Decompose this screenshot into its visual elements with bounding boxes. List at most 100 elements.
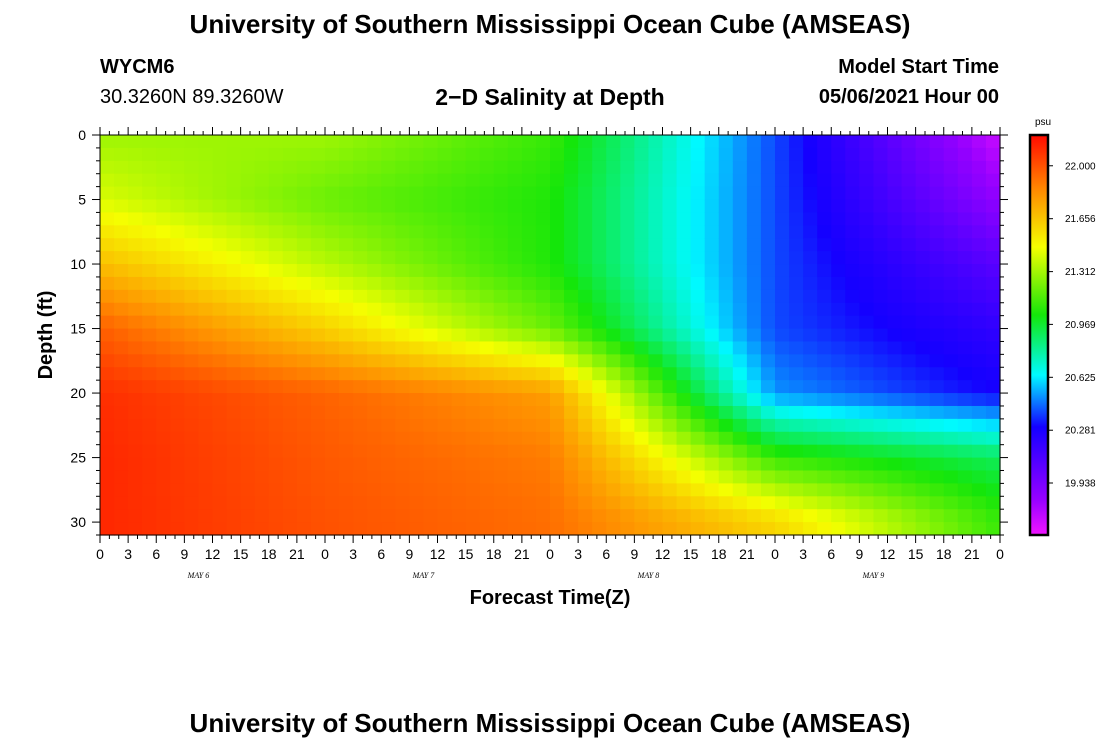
x-tick-label: 15 xyxy=(458,546,474,562)
heatmap-cell xyxy=(634,328,650,343)
heatmap-cell xyxy=(423,341,439,355)
heatmap-cell xyxy=(704,483,720,497)
heatmap-cell xyxy=(985,341,1001,355)
heatmap-cell xyxy=(198,212,214,226)
heatmap-cell xyxy=(325,470,340,484)
heatmap-cell xyxy=(521,444,537,459)
heatmap-cell xyxy=(648,264,664,278)
heatmap-cell xyxy=(296,328,312,343)
heatmap-cell xyxy=(395,186,410,201)
heatmap-cell xyxy=(662,135,678,149)
heatmap-cell xyxy=(535,186,551,201)
heatmap-cell xyxy=(296,199,312,214)
heatmap-cell xyxy=(746,160,762,175)
heatmap-cell xyxy=(704,147,720,162)
heatmap-cell xyxy=(578,276,593,291)
heatmap-cell xyxy=(606,160,621,175)
heatmap-cell xyxy=(198,147,214,162)
heatmap-cell xyxy=(859,251,875,265)
heatmap-cell xyxy=(957,328,973,343)
heatmap-cell xyxy=(690,289,706,304)
heatmap-cell xyxy=(550,199,565,214)
heatmap-cell xyxy=(170,470,185,484)
heatmap-cell xyxy=(718,238,734,252)
heatmap-cell xyxy=(550,276,565,291)
heatmap-cell xyxy=(789,367,804,381)
heatmap-cell xyxy=(521,470,537,484)
heatmap-cell xyxy=(451,264,467,278)
heatmap-cell xyxy=(521,418,537,433)
heatmap-cell xyxy=(339,186,354,201)
heatmap-cell xyxy=(718,483,734,497)
heatmap-cell xyxy=(198,470,214,484)
heatmap-cell xyxy=(465,457,481,472)
heatmap-cell xyxy=(929,470,945,484)
heatmap-cell xyxy=(409,289,425,304)
heatmap-cell xyxy=(296,522,312,536)
heatmap-cell xyxy=(381,315,396,330)
heatmap-cell xyxy=(156,199,171,214)
heatmap-cell xyxy=(156,135,171,149)
heatmap-cell xyxy=(718,264,734,278)
heatmap-cell xyxy=(521,354,537,368)
heatmap-cell xyxy=(592,405,607,420)
heatmap-cell xyxy=(634,147,650,162)
x-tick-label: 18 xyxy=(486,546,502,562)
heatmap-cell xyxy=(100,147,115,162)
heatmap-cell xyxy=(184,276,200,291)
heatmap-cell xyxy=(901,380,917,394)
heatmap-cell xyxy=(634,238,650,252)
heatmap-cell xyxy=(550,289,565,304)
heatmap-cell xyxy=(915,483,931,497)
heatmap-cell xyxy=(648,186,664,201)
heatmap-cell xyxy=(592,341,607,355)
heatmap-cell xyxy=(142,199,157,214)
heatmap-cell xyxy=(606,483,621,497)
heatmap-cell xyxy=(578,315,593,330)
heatmap-cell xyxy=(690,393,706,407)
heatmap-cell xyxy=(156,496,171,510)
heatmap-cell xyxy=(367,160,382,175)
heatmap-cell xyxy=(212,354,228,368)
heatmap-cell xyxy=(325,173,340,188)
heatmap-cell xyxy=(367,418,382,433)
heatmap-cell xyxy=(282,212,298,226)
heatmap-cell xyxy=(268,251,284,265)
heatmap-cell xyxy=(943,225,959,239)
heatmap-cell xyxy=(564,509,579,523)
heatmap-cell xyxy=(803,496,818,510)
heatmap-cell xyxy=(395,212,410,226)
heatmap-cell xyxy=(409,264,425,278)
heatmap-cell xyxy=(620,496,635,510)
heatmap-cell xyxy=(507,496,523,510)
heatmap-cell xyxy=(901,496,917,510)
heatmap-cell xyxy=(240,393,256,407)
heatmap-cell xyxy=(395,457,410,472)
heatmap-cell xyxy=(226,315,242,330)
heatmap-cell xyxy=(803,483,818,497)
heatmap-cell xyxy=(493,483,509,497)
heatmap-cell xyxy=(592,418,607,433)
heatmap-cell xyxy=(957,496,973,510)
heatmap-cell xyxy=(128,328,143,343)
heatmap-cell xyxy=(845,238,860,252)
heatmap-cell xyxy=(564,470,579,484)
heatmap-cell xyxy=(409,457,425,472)
heatmap-cell xyxy=(620,457,635,472)
heatmap-cell xyxy=(409,341,425,355)
x-tick-label: 12 xyxy=(430,546,446,562)
heatmap-cell xyxy=(957,160,973,175)
heatmap-cell xyxy=(760,160,776,175)
heatmap-cell xyxy=(775,470,790,484)
heatmap-cell xyxy=(845,186,860,201)
heatmap-cell xyxy=(606,496,621,510)
heatmap-cell xyxy=(521,173,537,188)
heatmap-cell xyxy=(775,405,790,420)
heatmap-cell xyxy=(535,380,551,394)
heatmap-cell xyxy=(690,238,706,252)
heatmap-cell xyxy=(929,431,945,446)
heatmap-cell xyxy=(114,147,129,162)
heatmap-cell xyxy=(662,496,678,510)
heatmap-cell xyxy=(929,135,945,149)
heatmap-cell xyxy=(971,135,987,149)
